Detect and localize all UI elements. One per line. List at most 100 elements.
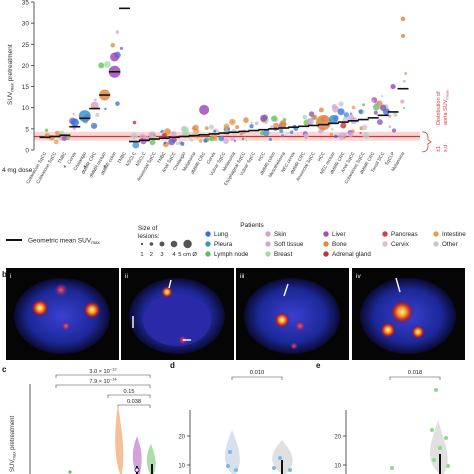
- lesion-point: [208, 124, 215, 130]
- panel-label-e: e: [316, 361, 321, 370]
- panel-label-b: b: [2, 270, 7, 279]
- lesion-point-large: [132, 120, 137, 125]
- lesion-point: [61, 136, 67, 141]
- y-tick-label: 35: [22, 0, 30, 7]
- lesion-point: [329, 132, 334, 137]
- lesion-point: [132, 141, 140, 149]
- y-label-tail: pretreatment: [10, 416, 16, 452]
- data-point: [446, 464, 450, 468]
- lesion-point: [170, 131, 177, 138]
- lesion-point: [223, 123, 230, 130]
- violin-liver: [132, 436, 142, 474]
- comparison-bracket: [107, 394, 151, 398]
- band-label-sub: mean: [445, 90, 450, 100]
- lesion-point: [230, 137, 234, 141]
- size-title-2: lesions:: [138, 233, 160, 240]
- lesion-point: [304, 137, 308, 140]
- y-tick-label: 15: [22, 84, 30, 91]
- data-point: [430, 428, 434, 432]
- pet-hotspot: [83, 301, 101, 319]
- lesion-point: [391, 128, 397, 133]
- size-legend-label: 4: [172, 252, 176, 258]
- pet-tile-label: iv: [356, 273, 361, 280]
- lesion-point: [241, 137, 245, 141]
- lesion-point: [91, 122, 94, 125]
- median-marker: [134, 467, 140, 473]
- data-point: [432, 458, 436, 462]
- lesion-point: [343, 112, 349, 118]
- violin-left: [225, 430, 240, 474]
- legend-item-label: Pleura: [214, 241, 233, 248]
- y-tick-label: 20: [178, 435, 185, 441]
- lesion-point: [280, 134, 285, 138]
- lesion-point: [387, 114, 392, 118]
- lesion-point: [171, 137, 177, 143]
- lesion-point-large: [379, 104, 387, 111]
- dose-marker: *: [63, 165, 66, 172]
- lesion-point: [361, 124, 368, 131]
- p-value-text: 7.9 × 10: [89, 379, 109, 385]
- pet-image-iv: iv: [352, 268, 465, 360]
- lesion-point: [223, 138, 229, 145]
- lesion-point: [400, 99, 405, 104]
- lesion-point-large: [328, 115, 338, 125]
- lesion-point: [198, 139, 203, 143]
- panel-a: 0 5 10 15 20 25 30 35 SUVmax pretreatment Distrib…: [2, 0, 450, 186]
- lesion-point: [53, 139, 59, 145]
- lesion-point: [98, 62, 105, 69]
- pet-hotspot: [290, 342, 298, 350]
- lesion-point: [381, 95, 384, 98]
- comparison-p-value: 0.018: [408, 370, 423, 376]
- y-tick-label: 10: [178, 464, 185, 470]
- pet-image-i: i: [6, 268, 119, 360]
- comparison-bracket: [117, 404, 151, 408]
- y-label-tail: pretreatment: [7, 44, 14, 83]
- lesion-point: [358, 109, 363, 114]
- data-point: [288, 468, 292, 472]
- data-point: [438, 446, 442, 450]
- pet-body: [14, 278, 110, 354]
- data-point: [68, 470, 72, 474]
- dot-icon: [323, 251, 329, 257]
- pet-tile-label: i: [10, 273, 11, 280]
- category-label: SqCLP: [384, 151, 396, 166]
- lesion-point: [213, 129, 217, 133]
- band-label-line2: aorta SUV: [443, 99, 449, 125]
- box-whisker: [439, 454, 441, 474]
- geo-mean-label-sub: max: [91, 240, 100, 245]
- lesion-point: [164, 128, 171, 136]
- box-whisker: [281, 460, 283, 474]
- dose-marker: *: [103, 165, 106, 172]
- panel-e: e 20 10 0.018: [316, 361, 450, 474]
- lesion-point: [235, 125, 240, 130]
- lesion-point: [203, 138, 208, 143]
- lesion-point: [249, 124, 254, 129]
- lesion-point-large: [78, 110, 91, 123]
- lesion-point-large: [400, 16, 406, 22]
- lesion-point-large: [401, 33, 406, 38]
- lesion-point: [388, 125, 392, 128]
- p-value-text: 0.038: [127, 399, 141, 405]
- violin-lymph: [146, 444, 156, 474]
- legend-item-label: Lung: [214, 231, 229, 238]
- pet-image-iii: iii: [236, 268, 349, 360]
- lesion-point: [254, 121, 259, 126]
- comparison-bracket: [389, 376, 441, 380]
- lesion-point: [404, 72, 408, 76]
- legend-item-label: Bone: [332, 241, 347, 248]
- band-sd-2: s.d.: [443, 143, 449, 152]
- y-label-sub: max: [10, 82, 15, 91]
- category-label: HCC: [317, 150, 327, 162]
- size-legend-circle: [149, 242, 154, 246]
- dot-icon: [382, 231, 388, 237]
- size-title: Size of: [138, 225, 158, 232]
- pet-tile-label: iii: [240, 273, 244, 280]
- panel-label-c: c: [2, 365, 7, 374]
- lesion-point: [307, 117, 313, 123]
- lesion-point: [229, 118, 236, 126]
- p-value-exp: −14: [110, 377, 118, 382]
- comparison-bracket: [231, 376, 283, 380]
